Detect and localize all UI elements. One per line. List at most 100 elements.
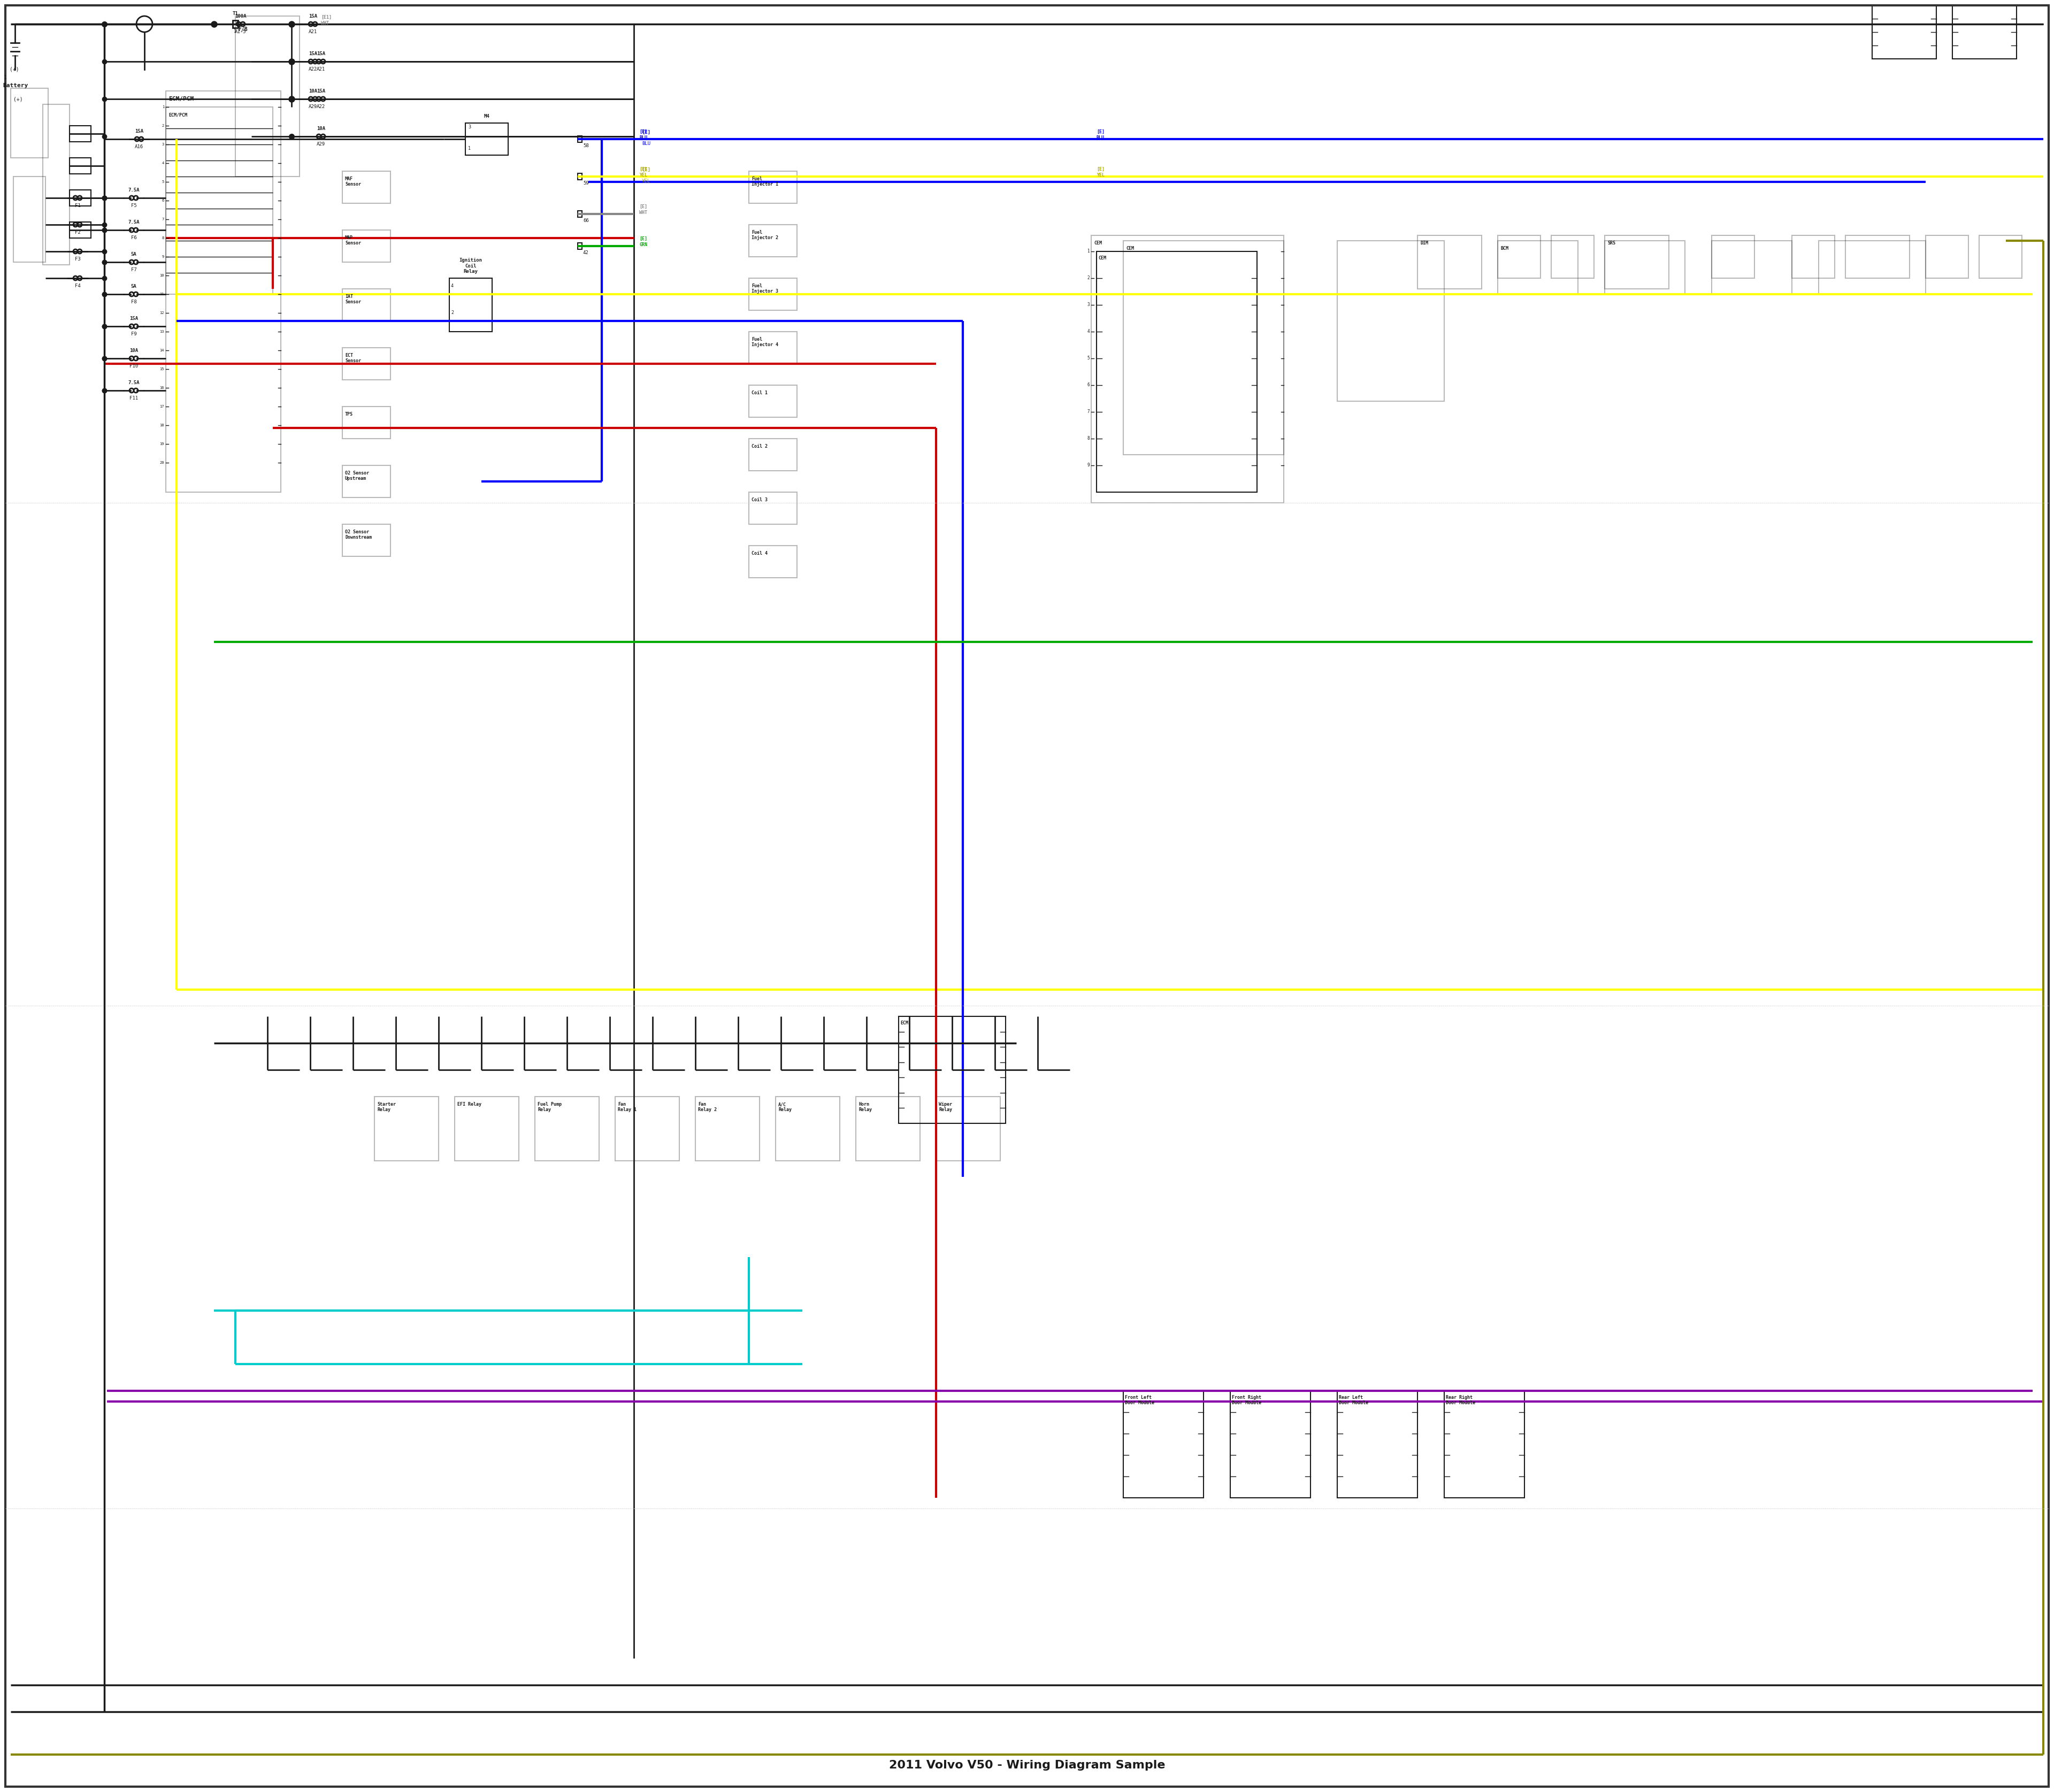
Text: 8: 8 [1087, 435, 1089, 441]
Text: 4: 4 [1087, 330, 1089, 333]
Text: DIM: DIM [1419, 240, 1428, 246]
Bar [232, 20, 238, 29]
Text: F8: F8 [131, 299, 138, 305]
Bar [1844, 235, 1910, 278]
Text: 7: 7 [1087, 410, 1089, 414]
Text: Starter
Relay: Starter Relay [378, 1102, 396, 1113]
Text: BCM: BCM [1499, 246, 1508, 251]
Text: 1: 1 [234, 29, 236, 34]
Text: 15A: 15A [308, 52, 316, 56]
Text: 1: 1 [468, 145, 470, 151]
Text: (+): (+) [10, 66, 18, 72]
Text: A29: A29 [316, 142, 325, 147]
Bar [166, 91, 281, 493]
Text: F6: F6 [131, 235, 138, 240]
Text: 8: 8 [162, 237, 164, 240]
Text: Rear Right
Door Module: Rear Right Door Module [1446, 1396, 1475, 1405]
Text: 2: 2 [162, 124, 164, 127]
Bar [1953, 5, 2017, 59]
Text: F5: F5 [131, 202, 138, 208]
Bar [343, 348, 390, 380]
Text: 7.5A: 7.5A [127, 188, 140, 192]
Text: Fan
Relay 2: Fan Relay 2 [698, 1102, 717, 1113]
Text: Coil 2: Coil 2 [752, 444, 768, 448]
Bar [1711, 240, 1791, 294]
Bar [10, 88, 47, 158]
Bar [750, 172, 797, 202]
Text: A16: A16 [136, 145, 144, 149]
Text: [E]
BLU: [E] BLU [639, 129, 647, 140]
Text: 10: 10 [160, 274, 164, 278]
Text: 1: 1 [1087, 249, 1089, 254]
Bar [1497, 240, 1577, 294]
Text: TPS: TPS [345, 412, 353, 418]
Text: Fuel
Injector 4: Fuel Injector 4 [752, 337, 778, 348]
Text: Rear Left
Door Module: Rear Left Door Module [1339, 1396, 1368, 1405]
Text: 10A: 10A [308, 90, 316, 93]
Text: [E]
GRN: [E] GRN [639, 237, 647, 247]
Text: Coil 3: Coil 3 [752, 498, 768, 502]
Text: A22: A22 [308, 66, 316, 72]
Bar [14, 177, 45, 262]
Bar [466, 124, 507, 156]
Bar [343, 407, 390, 439]
Text: 1: 1 [4, 75, 6, 81]
Bar [1497, 235, 1540, 278]
Text: Fan
Relay 1: Fan Relay 1 [618, 1102, 637, 1113]
Text: 5: 5 [1087, 357, 1089, 360]
Text: 15A: 15A [316, 52, 325, 56]
Bar [1230, 1391, 1310, 1498]
Text: 42: 42 [583, 251, 589, 254]
Bar [1417, 235, 1481, 289]
Bar [750, 332, 797, 364]
Text: EFI Relay: EFI Relay [458, 1102, 481, 1107]
Bar [343, 525, 390, 556]
Text: 15A: 15A [136, 129, 144, 134]
Bar [374, 1097, 440, 1161]
Bar [577, 244, 581, 249]
Bar [857, 1097, 920, 1161]
Text: 20: 20 [160, 461, 164, 464]
Text: 3: 3 [162, 143, 164, 145]
Bar [614, 1097, 680, 1161]
Text: ECM: ECM [900, 1021, 908, 1025]
Bar [1818, 240, 1927, 294]
Bar [450, 278, 493, 332]
Text: O2 Sensor
Upstream: O2 Sensor Upstream [345, 471, 370, 480]
Text: 10A: 10A [129, 348, 138, 353]
Text: 19: 19 [160, 443, 164, 446]
Text: Fuel
Injector 3: Fuel Injector 3 [752, 283, 778, 294]
Text: 4: 4 [162, 161, 164, 165]
Text: 10A: 10A [316, 125, 325, 131]
Text: 3: 3 [468, 125, 470, 129]
Bar [1604, 235, 1668, 289]
Text: F4: F4 [74, 283, 80, 289]
Text: 4: 4 [452, 283, 454, 289]
Text: [E]
YEL: [E] YEL [639, 167, 647, 177]
Bar [166, 108, 273, 294]
Text: [E]
YEL: [E] YEL [1097, 167, 1105, 177]
Text: 66: 66 [583, 219, 589, 222]
Bar [1871, 5, 1937, 59]
Text: 6: 6 [162, 199, 164, 202]
Text: A/C
Relay: A/C Relay [778, 1102, 791, 1113]
Text: [E]
WHT: [E] WHT [639, 204, 647, 215]
Bar [750, 439, 797, 471]
Text: 18: 18 [160, 423, 164, 426]
Text: F3: F3 [74, 256, 80, 262]
Bar [1444, 1391, 1524, 1498]
Text: [E]
BLU: [E] BLU [1097, 129, 1105, 140]
Text: 7.5A: 7.5A [127, 220, 140, 224]
Text: BLU: BLU [641, 142, 651, 145]
Text: Battery: Battery [2, 82, 29, 88]
Text: 2: 2 [452, 310, 454, 315]
Text: A1-5: A1-5 [234, 29, 246, 34]
Text: Coil 1: Coil 1 [752, 391, 768, 396]
Text: 15A: 15A [316, 90, 325, 93]
Text: T1: T1 [232, 11, 238, 16]
Bar [1097, 251, 1257, 493]
Bar [1337, 1391, 1417, 1498]
Text: 9: 9 [1087, 462, 1089, 468]
Text: 15A: 15A [308, 14, 316, 18]
Text: A29: A29 [308, 104, 316, 109]
